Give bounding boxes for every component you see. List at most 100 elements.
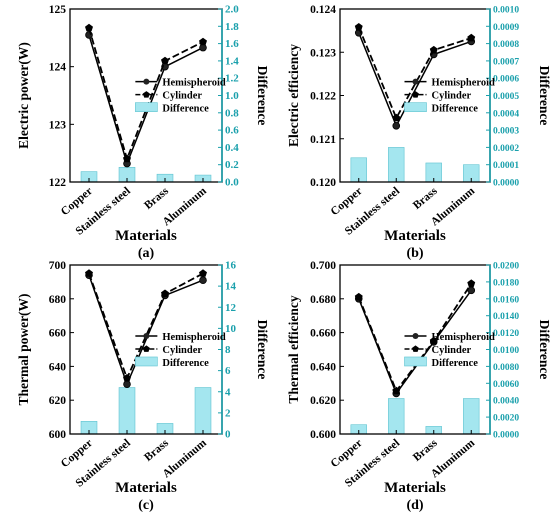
y2-tick-label: 1.0 [225, 90, 239, 102]
y2-tick-label: 0.0006 [493, 75, 519, 85]
panel-3: 6006206406606807000246810121416CopperSta… [16, 260, 270, 514]
y2-tick-label: 1.4 [225, 55, 239, 67]
cylinder-point [161, 56, 169, 65]
cylinder-point [161, 289, 169, 298]
cylinder-point [123, 154, 131, 163]
y2-tick-label: 0.0 [225, 177, 239, 189]
y2-tick-label: 0.0200 [493, 262, 519, 272]
y2-tick-label: 0.0020 [493, 414, 519, 424]
y2-tick-label: 0.0080 [493, 363, 519, 373]
legend-label: Difference [162, 358, 209, 369]
y-tick-label: 640 [49, 361, 67, 373]
x-tick-label: Copper [59, 185, 95, 218]
legend-label: Cylinder [432, 91, 472, 102]
x-tick-label: Copper [59, 437, 95, 470]
legend-label: Hemispheroid [162, 78, 226, 89]
y2-tick-label: 0.0120 [493, 329, 519, 339]
panel-label: (a) [138, 246, 155, 261]
cylinder-point [354, 292, 363, 301]
cylinder-point [467, 33, 476, 42]
legend-marker [142, 91, 150, 98]
y2-tick-label: 6 [225, 365, 231, 377]
legend: Hemispheroid Cylinder Difference [404, 332, 496, 369]
legend-marker [143, 78, 150, 85]
y2-tick-label: 0.0001 [493, 161, 519, 171]
legend-marker [412, 78, 419, 85]
legend-label: Cylinder [162, 91, 202, 102]
y-tick-label: 600 [49, 429, 67, 441]
cylinder-line [88, 272, 204, 381]
legend-label: Hemispheroid [162, 332, 226, 343]
cylinder-point [199, 37, 207, 46]
x-tick-label: Brass [142, 185, 171, 212]
cylinder-line [357, 26, 472, 121]
x-tick-label: Copper [329, 437, 365, 470]
hemispheroid-point [467, 286, 476, 295]
x-axis-title: Materials [384, 228, 446, 244]
y2-tick-label: 0.0180 [493, 278, 519, 288]
panel-1: 122 123 124 125 0.0 0.2 0.4 0.6 0.8 1.0 1.2 1.4 1.6 1… [16, 4, 270, 262]
x-axis-title: Materials [115, 480, 177, 496]
y-tick-label: 123 [49, 119, 67, 131]
panel-label: (d) [406, 498, 423, 513]
cylinder-point [429, 45, 438, 54]
cylinder-point [354, 23, 363, 31]
legend-swatch [135, 102, 158, 112]
legend-swatch [404, 356, 427, 367]
y2-tick-label: 0.0040 [493, 397, 519, 407]
x-tick-label: Copper [329, 185, 365, 218]
y-tick-label: 0.124 [310, 4, 336, 16]
legend-label: Difference [162, 104, 209, 115]
y2-tick-label: 0.0100 [493, 346, 519, 356]
y2-tick-label: 0.0002 [493, 144, 519, 154]
hemispheroid-point [123, 380, 131, 388]
y2-tick-label: 1.2 [225, 73, 239, 85]
x-tick-label: Brass [142, 437, 171, 464]
legend-label: Difference [432, 104, 479, 115]
hemispheroid-point [199, 276, 207, 285]
legend: Hemispheroid Cylinder Difference [135, 78, 226, 115]
y-tick-label: 0.660 [310, 328, 336, 340]
cylinder-point [392, 386, 401, 395]
cylinder-point [392, 113, 401, 122]
cylinder-point [467, 279, 476, 287]
y2-tick-label: 0.2 [225, 159, 239, 171]
legend-label: Hemispheroid [432, 332, 496, 343]
cylinder-point [429, 336, 438, 345]
y2-tick-label: 0.0160 [493, 295, 519, 305]
x-tick-label: Brass [411, 437, 440, 464]
y-tick-label: 125 [49, 4, 67, 16]
y2-tick-label: 14 [225, 281, 237, 293]
y2-tick-label: 8 [225, 344, 231, 356]
difference-bar [118, 387, 136, 435]
legend-marker [412, 91, 419, 98]
y-tick-label: 620 [49, 395, 67, 407]
y2-tick-label: 0 [225, 429, 231, 441]
y2-tick-label: 0.0000 [493, 179, 519, 189]
y2-axis-title: Difference [255, 320, 270, 380]
hemispheroid-point [392, 121, 401, 130]
panel-label: (c) [138, 498, 154, 513]
y2-tick-label: 16 [225, 260, 237, 272]
legend-label: Difference [432, 358, 479, 369]
y2-tick-label: 0.0060 [493, 380, 519, 390]
cylinder-line [88, 27, 204, 162]
y-tick-label: 700 [49, 260, 67, 272]
y2-tick-label: 0.0007 [493, 57, 519, 67]
y2-tick-label: 12 [225, 302, 237, 314]
panel-4: 0.600 0.620 0.640 0.660 0.680 0.700 0.0000 0.00… [286, 260, 550, 513]
y-tick-label: 0.122 [310, 91, 336, 103]
difference-bar [388, 147, 405, 183]
panel-2: 0.120 0.121 0.122 0.123 0.124 0.0000 0.0001 0.0… [286, 4, 550, 261]
legend-marker [412, 332, 419, 339]
y-tick-label: 0.121 [310, 134, 336, 146]
y-axis-title: Electric efficiency [286, 44, 301, 147]
y2-tick-label: 0.0005 [493, 92, 519, 102]
legend-swatch [404, 102, 427, 112]
difference-bar [194, 387, 212, 435]
y-tick-label: 0.620 [310, 395, 336, 407]
hemispheroid-point [85, 31, 93, 39]
x-axis-title: Materials [384, 480, 446, 496]
y2-tick-label: 0.0009 [493, 23, 519, 33]
